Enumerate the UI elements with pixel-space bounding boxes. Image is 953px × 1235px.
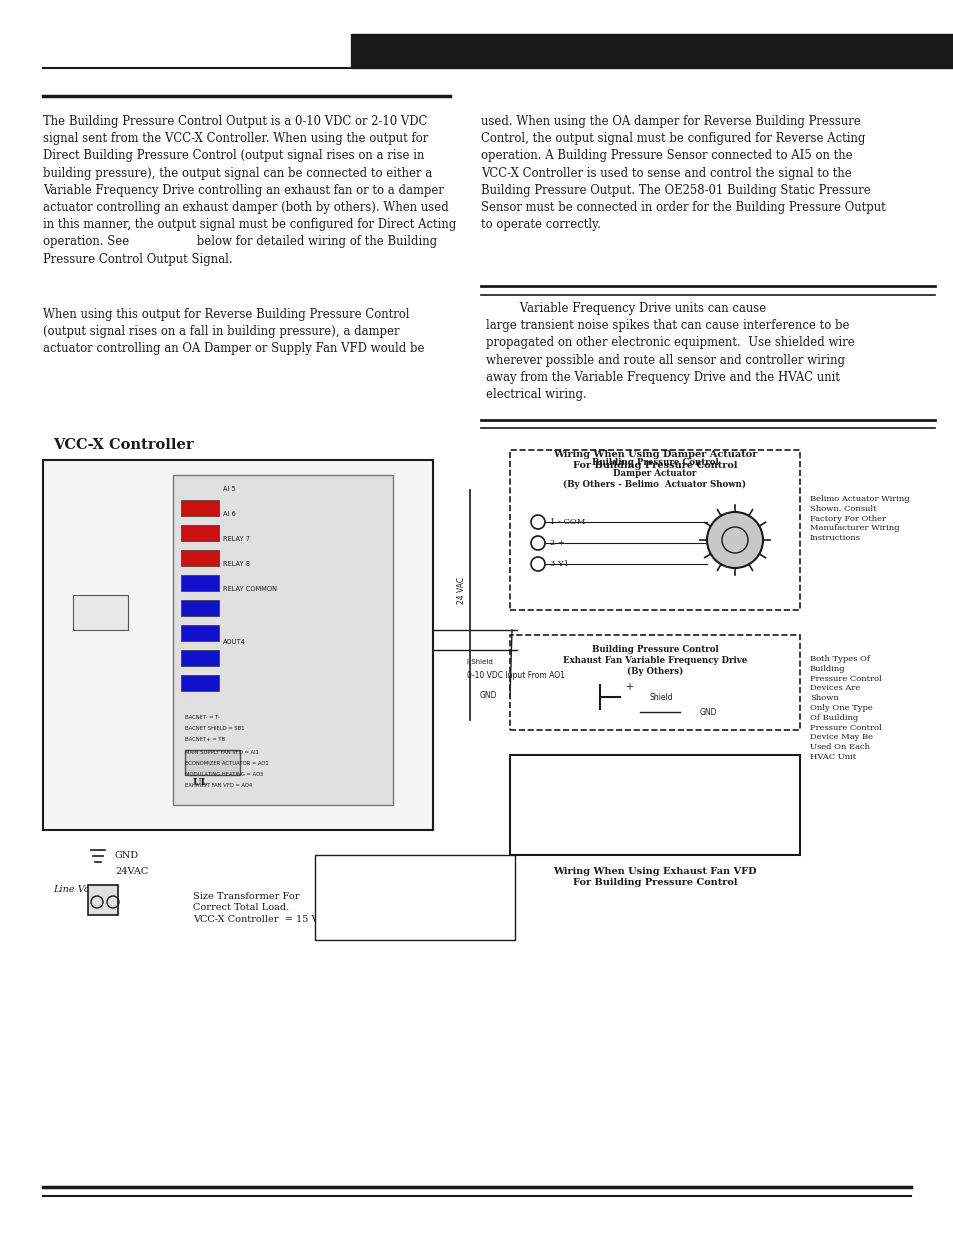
Circle shape <box>706 513 762 568</box>
Text: C-401/5          1/99: C-401/5 1/99 <box>185 810 243 815</box>
Text: Caution:  The VFD Unit Must Be
Configured For 0-10VDC Input. The Input
Resistanc: Caution: The VFD Unit Must Be Configured… <box>517 763 715 821</box>
Bar <box>510 635 800 730</box>
Text: Building Pressure Control
Damper Actuator
(By Others - Belimo  Actuator Shown): Building Pressure Control Damper Actuato… <box>563 458 746 489</box>
Bar <box>181 676 219 692</box>
Bar <box>172 475 393 805</box>
Text: BACNET SHIELD = SB1: BACNET SHIELD = SB1 <box>185 726 244 731</box>
Text: 1 - COM: 1 - COM <box>550 517 585 526</box>
Text: VCC-X Controller: VCC-X Controller <box>53 438 193 452</box>
Text: Line Voltage: Line Voltage <box>53 885 114 894</box>
Text: Variable Frequency Drive units can cause
large transient noise spikes that can c: Variable Frequency Drive units can cause… <box>485 303 854 401</box>
Bar <box>510 450 800 610</box>
Text: AI 5: AI 5 <box>121 498 132 503</box>
Bar <box>351 35 953 68</box>
Text: BACNET+ = TB: BACNET+ = TB <box>185 737 225 742</box>
Bar <box>43 459 433 830</box>
Text: 3 Y1: 3 Y1 <box>550 559 568 568</box>
Text: AI 5: AI 5 <box>223 487 235 492</box>
Text: Note:
Wire To The VFD Using 18 GA
Minimum 2 Conductor Twisted Pair
With Shield C: Note: Wire To The VFD Using 18 GA Minimu… <box>320 861 475 914</box>
Bar <box>88 885 118 915</box>
Text: RELAY COMMON: RELAY COMMON <box>82 598 132 603</box>
Text: 24 VAC: 24 VAC <box>457 577 466 604</box>
Bar <box>181 576 219 592</box>
Text: GND: GND <box>397 634 414 640</box>
Text: AI 6: AI 6 <box>121 522 132 527</box>
Text: GND: GND <box>115 851 139 860</box>
Text: DUCT
STAT: DUCT STAT <box>55 605 72 615</box>
Text: Size Transformer For
Correct Total Load.
VCC-X Controller  = 15 VA: Size Transformer For Correct Total Load.… <box>193 892 325 924</box>
Bar <box>181 500 219 516</box>
Bar <box>181 625 219 641</box>
Text: When using this output for Reverse Building Pressure Control
(output signal rise: When using this output for Reverse Build… <box>43 308 424 356</box>
Text: AOUT4: AOUT4 <box>223 638 246 645</box>
Text: RELAY 7: RELAY 7 <box>223 536 250 542</box>
Text: RELAY 8: RELAY 8 <box>223 561 250 567</box>
Text: 2 +: 2 + <box>550 538 564 547</box>
Bar <box>314 855 515 940</box>
Text: Wiring When Using Exhaust Fan VFD
For Building Pressure Control: Wiring When Using Exhaust Fan VFD For Bu… <box>553 867 756 887</box>
Text: used. When using the OA damper for Reverse Building Pressure
Control, the output: used. When using the OA damper for Rever… <box>480 115 884 231</box>
Text: 0-10 VDC Input From AO1: 0-10 VDC Input From AO1 <box>467 671 564 680</box>
Text: 24VAC: 24VAC <box>115 867 148 877</box>
Text: GND: GND <box>479 690 497 699</box>
Bar <box>73 595 128 630</box>
Text: Both Types Of
Building
Pressure Control
Devices Are
Shown
Only One Type
Of Build: Both Types Of Building Pressure Control … <box>809 655 881 761</box>
Text: +: + <box>624 682 633 692</box>
Bar <box>181 550 219 566</box>
Text: DEMAND
CONTROL
(OPTIONAL): DEMAND CONTROL (OPTIONAL) <box>55 647 86 663</box>
Bar <box>510 755 800 855</box>
Text: ECONOMIZER ACTUATOR = AO1: ECONOMIZER ACTUATOR = AO1 <box>185 761 269 766</box>
Text: GND: GND <box>700 708 717 718</box>
Text: BACNET- = T-: BACNET- = T- <box>185 715 219 720</box>
Text: RELAY 7: RELAY 7 <box>108 547 132 552</box>
Bar <box>181 650 219 666</box>
Text: I Shield: I Shield <box>467 659 493 664</box>
Bar <box>185 750 240 776</box>
Text: RELAY COMMON: RELAY COMMON <box>223 585 276 592</box>
Bar <box>181 600 219 616</box>
Text: RELAY 8: RELAY 8 <box>108 573 132 578</box>
Text: The Building Pressure Control Output is a 0-10 VDC or 2-10 VDC
signal sent from : The Building Pressure Control Output is … <box>43 115 456 266</box>
Text: MODULATING HEATING = AO3: MODULATING HEATING = AO3 <box>185 772 263 777</box>
Text: Shield: Shield <box>649 693 673 701</box>
Text: UL: UL <box>193 778 208 787</box>
Text: Wiring When Using Damper Actuator
For Building Pressure Control: Wiring When Using Damper Actuator For Bu… <box>552 450 757 471</box>
Text: AOUT4: AOUT4 <box>397 619 421 625</box>
Text: Building Pressure Control
Exhaust Fan Variable Frequency Drive
(By Others): Building Pressure Control Exhaust Fan Va… <box>562 645 746 677</box>
Text: EXHAUST FAN VFD = AO4: EXHAUST FAN VFD = AO4 <box>185 783 252 788</box>
Text: AI 6: AI 6 <box>223 511 235 517</box>
Bar <box>181 525 219 541</box>
Text: Belimo Actuator Wiring
Shown. Consult
Factory For Other
Manufacturer Wiring
Inst: Belimo Actuator Wiring Shown. Consult Fa… <box>809 495 908 542</box>
Text: MAIN SUPPLY FAN VFD = AI1: MAIN SUPPLY FAN VFD = AI1 <box>185 750 258 755</box>
